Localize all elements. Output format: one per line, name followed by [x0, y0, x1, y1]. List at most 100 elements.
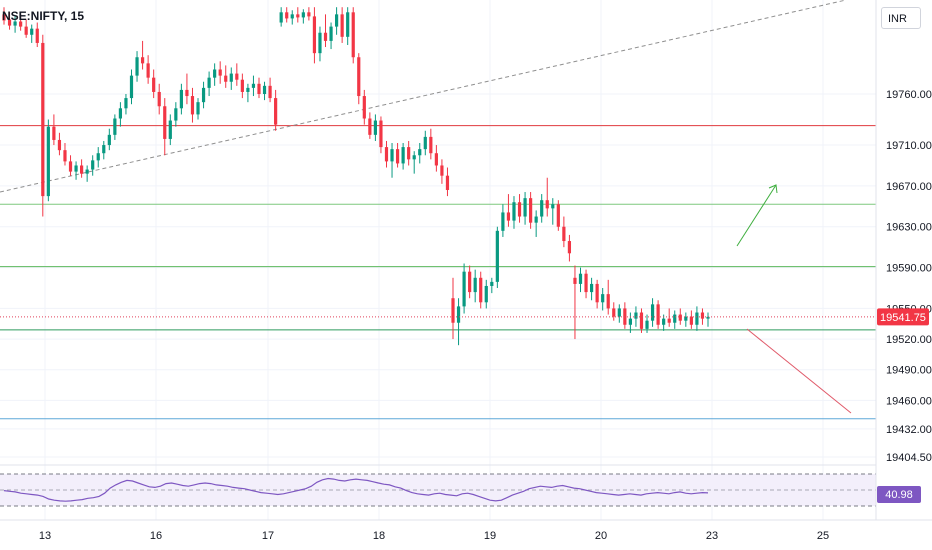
candle: [334, 7, 339, 35]
candle: [262, 81, 267, 101]
candle: [318, 26, 322, 62]
candle: [323, 14, 328, 48]
trendline-dashed[interactable]: [0, 0, 847, 193]
candle: [401, 143, 405, 170]
candle: [329, 22, 333, 50]
candle: [113, 114, 117, 140]
oscillator-line: [3, 477, 709, 502]
candle: [85, 165, 89, 182]
up-arrow-line[interactable]: [736, 184, 777, 247]
candle: [584, 269, 588, 299]
candle: [673, 310, 677, 329]
candle: [190, 87, 195, 123]
candle: [379, 116, 383, 154]
time-tick-label: 16: [150, 530, 162, 542]
candle: [235, 63, 239, 86]
candle: [451, 277, 455, 340]
candle: [440, 159, 444, 184]
oscillator-value-badge: 40.98: [877, 486, 921, 503]
candle: [540, 194, 544, 223]
candle: [102, 140, 106, 160]
candle: [57, 132, 62, 156]
last-price-label: 19541.75: [880, 312, 926, 324]
currency-button[interactable]: INR: [881, 7, 921, 29]
candle: [218, 61, 222, 84]
candle: [551, 198, 555, 225]
down-projection-line[interactable]: [746, 328, 852, 414]
candle: [307, 7, 311, 21]
candle: [512, 196, 516, 229]
candle: [589, 277, 594, 301]
candle: [639, 308, 644, 333]
candle: [434, 145, 438, 172]
candle: [168, 114, 172, 146]
candle: [545, 177, 549, 217]
candle: [534, 210, 538, 237]
candle: [30, 24, 34, 43]
price-tick-label: 19520.00: [886, 334, 932, 346]
candle: [179, 83, 183, 115]
candle: [556, 200, 560, 231]
candle: [628, 312, 632, 333]
candle: [368, 112, 372, 139]
candle: [412, 151, 416, 174]
price-tick-label: 19670.00: [886, 181, 932, 193]
candle: [19, 14, 23, 31]
candle: [595, 279, 599, 309]
candle: [207, 71, 211, 97]
candle: [617, 304, 621, 323]
time-tick-label: 23: [706, 530, 718, 542]
price-tick-label: 19432.00: [886, 424, 932, 436]
candle: [501, 204, 505, 237]
candle: [152, 69, 156, 99]
candle: [490, 277, 494, 294]
candle: [706, 312, 710, 327]
candle: [124, 94, 128, 115]
candle: [301, 9, 305, 24]
symbol-title[interactable]: NSE:NIFTY, 15: [2, 9, 85, 23]
candle: [529, 192, 533, 229]
last-price-badge: 19541.75: [877, 308, 929, 326]
price-tick-label: 19460.00: [886, 395, 932, 407]
candle: [362, 89, 366, 125]
price-tick-label: 19490.00: [886, 365, 932, 377]
candle: [484, 279, 488, 309]
candle: [479, 271, 483, 309]
candle: [429, 128, 433, 160]
candle: [312, 7, 317, 64]
candle: [296, 7, 300, 23]
candle: [52, 114, 56, 146]
candle: [68, 155, 73, 176]
time-scale[interactable]: 13 16 17 18 19 20 23 25: [39, 530, 829, 542]
candle: [634, 306, 638, 327]
candle: [578, 267, 583, 293]
candle: [346, 7, 350, 45]
candle: [224, 65, 228, 88]
candle: [517, 194, 522, 223]
time-tick-label: 19: [484, 530, 496, 542]
candle: [418, 143, 422, 164]
candle: [229, 67, 233, 90]
candle: [285, 7, 289, 23]
candle: [623, 302, 627, 329]
candle: [523, 192, 527, 225]
candle: [274, 89, 278, 131]
candle: [118, 102, 123, 127]
candle: [7, 12, 12, 30]
candle: [678, 308, 682, 325]
candle: [445, 167, 450, 197]
candle: [650, 298, 655, 327]
candle: [35, 22, 39, 48]
candle: [107, 128, 111, 151]
candle: [240, 73, 244, 99]
up-arrow-head-icon: [768, 184, 778, 194]
price-tick-label: 19404.50: [886, 452, 932, 464]
price-tick-label: 19760.00: [886, 89, 932, 101]
candle: [279, 7, 283, 27]
candlestick-series: [2, 7, 710, 346]
candle: [667, 308, 671, 327]
candle: [257, 77, 261, 99]
price-scale[interactable]: 19760.00 19710.00 19670.00 19630.00 19590.00…: [886, 89, 932, 464]
candle: [24, 19, 28, 38]
